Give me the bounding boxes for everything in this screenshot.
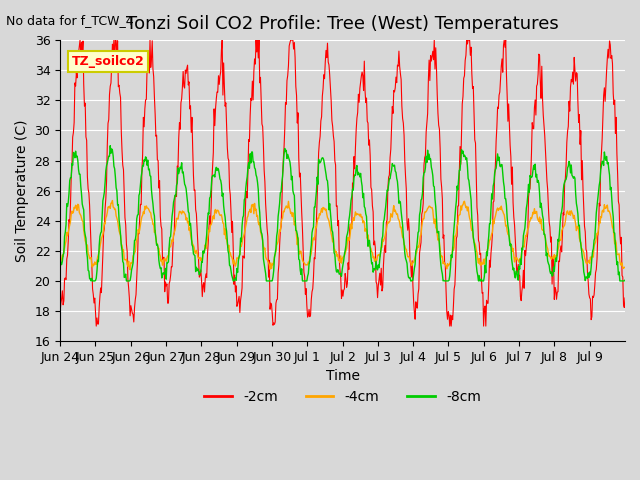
-4cm [621, 264, 629, 270]
-2cm [228, 229, 236, 235]
-2cm [56, 308, 64, 314]
Line: -2cm: -2cm [60, 40, 625, 326]
-4cm [228, 254, 236, 260]
-8cm [56, 255, 64, 261]
-8cm [87, 278, 95, 284]
-4cm [56, 266, 64, 272]
-4cm [256, 220, 264, 226]
-8cm [228, 273, 236, 278]
-4cm [434, 237, 442, 243]
-4cm [403, 246, 410, 252]
-4cm [109, 198, 116, 204]
Legend: -2cm, -4cm, -8cm: -2cm, -4cm, -8cm [199, 384, 486, 409]
-2cm [403, 186, 410, 192]
-4cm [277, 220, 285, 226]
Line: -8cm: -8cm [60, 145, 625, 281]
Text: No data for f_TCW_4: No data for f_TCW_4 [6, 14, 134, 27]
-8cm [277, 189, 285, 195]
-2cm [76, 37, 84, 43]
Title: Tonzi Soil CO2 Profile: Tree (West) Temperatures: Tonzi Soil CO2 Profile: Tree (West) Temp… [126, 15, 559, 33]
X-axis label: Time: Time [326, 370, 360, 384]
-2cm [92, 323, 100, 329]
Y-axis label: Soil Temperature (C): Soil Temperature (C) [15, 120, 29, 262]
Text: TZ_soilco2: TZ_soilco2 [72, 55, 144, 68]
-2cm [277, 224, 285, 229]
-8cm [106, 143, 114, 148]
-2cm [434, 110, 442, 116]
-4cm [126, 267, 134, 273]
-2cm [621, 295, 629, 301]
-8cm [124, 278, 132, 284]
-4cm [124, 262, 131, 267]
-8cm [403, 258, 410, 264]
-2cm [256, 80, 264, 86]
Line: -4cm: -4cm [60, 201, 625, 270]
-2cm [124, 277, 132, 283]
-8cm [621, 277, 629, 283]
-8cm [434, 229, 442, 235]
-8cm [256, 209, 264, 215]
